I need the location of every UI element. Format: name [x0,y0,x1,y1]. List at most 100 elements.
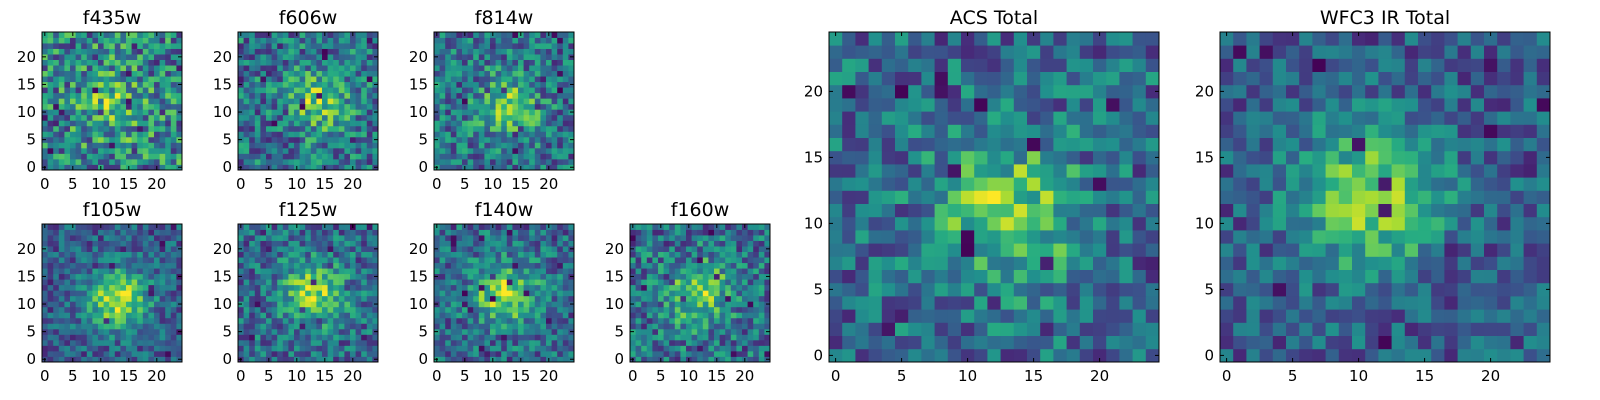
heatmap-cell [86,54,93,60]
heatmap-cell [114,306,121,313]
heatmap-cell [686,339,692,346]
heatmap-cell [58,158,65,165]
heatmap-cell [764,339,771,346]
heatmap-cell [523,87,530,94]
heatmap-cell [540,328,547,335]
heatmap-cell [557,158,564,165]
heatmap-cell [170,59,177,66]
heatmap-cell [58,87,65,94]
heatmap-cell [663,295,670,302]
heatmap-cell [758,317,765,324]
heatmap-cell [92,70,99,77]
heatmap-cell [42,120,48,127]
heatmap-cell [114,224,121,230]
heatmap-cell [170,295,177,302]
heatmap-cell [686,240,692,247]
heatmap-cell [126,70,132,77]
heatmap-cell [1000,309,1015,323]
heatmap-cell [70,268,76,275]
heatmap-cell [154,120,160,127]
heatmap-cell [47,87,54,94]
x-tick-label: 0 [432,175,442,193]
heatmap-cell [1132,216,1147,231]
heatmap-cell [316,224,323,230]
heatmap-cell [266,48,272,55]
heatmap-cell [506,257,513,264]
x-tick-label: 15 [511,367,530,385]
heatmap-cell [159,251,166,258]
heatmap-cell [753,323,760,330]
heatmap-cell [344,98,351,105]
heatmap-cell [881,164,896,178]
heatmap-cell [540,59,547,66]
heatmap-cell [266,284,272,291]
heatmap-cell [708,301,715,308]
heatmap-cell [327,229,334,236]
heatmap-cell [266,235,272,241]
heatmap-cell [81,339,88,346]
heatmap-cell [47,229,54,236]
heatmap-cell [159,153,166,160]
heatmap-cell [1066,203,1081,218]
heatmap-cell [523,164,530,171]
heatmap-cell [327,131,334,138]
heatmap-cell [333,131,340,138]
heatmap-cell [282,103,289,110]
heatmap-cell [719,345,726,352]
heatmap-cell [81,120,88,127]
heatmap-cell [114,48,121,55]
heatmap-cell [282,262,289,269]
heatmap-cell [921,322,935,336]
heatmap-cell [288,131,295,138]
heatmap-cell [327,109,334,116]
heatmap-cell [86,37,93,44]
heatmap-cell [271,356,278,363]
heatmap-cell [170,153,177,160]
heatmap-cell [282,339,289,346]
heatmap-cell [708,229,715,236]
heatmap-cell [1132,230,1147,244]
heatmap-cell [126,142,132,149]
heatmap-cell [131,317,138,324]
heatmap-cell [490,345,496,352]
heatmap-cell [305,246,312,252]
heatmap-cell [333,37,340,44]
heatmap-cell [137,328,144,335]
heatmap-cell [316,262,323,269]
heatmap-cell [1145,335,1160,350]
heatmap-cell [1040,322,1054,336]
heatmap-cell [1027,309,1041,323]
heatmap-cell [260,339,267,346]
heatmap-cell [92,345,99,352]
heatmap-cell [86,268,93,275]
panel-title: f606w [279,7,338,29]
heatmap-cell [518,273,524,280]
heatmap-cell [450,43,457,49]
heatmap-cell [366,43,373,49]
heatmap-cell [366,92,373,99]
heatmap-cell [350,268,356,275]
heatmap-cell [736,279,743,286]
heatmap-cell [546,109,552,116]
heatmap-cell [518,257,524,264]
heatmap-cell [333,136,340,143]
heatmap-cell [282,301,289,308]
heatmap-cell [47,257,54,264]
heatmap-cell [114,246,121,252]
heatmap-cell [551,65,558,72]
heatmap-cell [120,301,127,308]
heatmap-cell [271,350,278,357]
heatmap-cell [456,235,463,241]
heatmap-cell [260,224,267,230]
heatmap-cell [260,147,267,154]
heatmap-cell [310,323,317,330]
heatmap-cell [434,268,440,275]
heatmap-cell [103,317,110,324]
heatmap-cell [1132,309,1147,323]
heatmap-cell [344,125,351,132]
heatmap-cell [518,312,524,319]
heatmap-cell [478,125,485,132]
x-tick-label: 5 [264,367,274,385]
heatmap-cell [137,262,144,269]
heatmap-cell [1053,230,1067,244]
